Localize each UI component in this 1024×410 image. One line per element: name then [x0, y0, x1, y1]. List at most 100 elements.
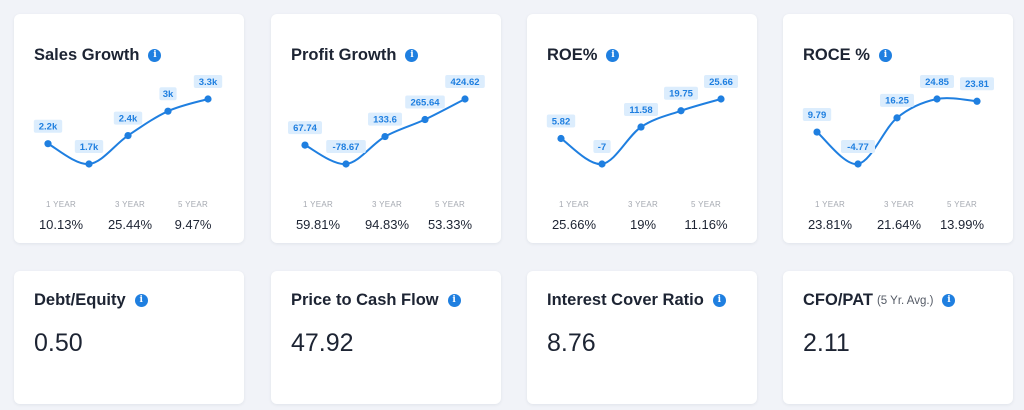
period-label: 1 YEAR: [302, 200, 334, 209]
data-label-background: [593, 140, 611, 153]
data-label: 23.81: [965, 79, 989, 90]
period-label: 3 YEAR: [627, 200, 659, 209]
data-label: 19.75: [669, 89, 693, 100]
data-label: 67.74: [293, 123, 317, 134]
card-title-text: ROCE %: [803, 46, 870, 64]
data-point: [933, 95, 941, 103]
period-1-year: 1 YEAR 10.13%: [31, 200, 91, 232]
period-1-year: 1 YEAR 23.81%: [800, 200, 860, 232]
card-title-text: Sales Growth: [34, 46, 140, 64]
roce-chart: 9.79 -4.77 16.25 24.85 23.81: [802, 75, 994, 168]
card-title: ROE% i: [547, 46, 620, 65]
data-label: 25.66: [709, 77, 733, 88]
stat-value: 8.76: [547, 329, 596, 357]
period-label: 3 YEAR: [114, 200, 146, 209]
period-label: 5 YEAR: [177, 200, 209, 209]
data-label: 5.82: [552, 116, 571, 127]
data-point: [301, 141, 309, 149]
card-title: CFO/PAT (5 Yr. Avg.) i: [803, 291, 956, 310]
interest-cover-ratio-card: Interest Cover Ratio i 8.76: [527, 271, 757, 404]
period-value: 59.81%: [295, 217, 341, 232]
data-label: 133.6: [373, 114, 397, 125]
data-label-background: [288, 121, 322, 135]
card-title-text: Debt/Equity: [34, 291, 126, 309]
data-label: 2.2k: [39, 121, 58, 132]
data-point: [381, 132, 389, 141]
data-label-background: [326, 140, 366, 153]
info-icon[interactable]: i: [134, 294, 148, 307]
period-3-year: 3 YEAR 21.64%: [869, 200, 929, 232]
card-title-text: Price to Cash Flow: [291, 291, 439, 309]
period-label: 5 YEAR: [434, 200, 466, 209]
data-label-background: [704, 75, 738, 88]
period-label: 3 YEAR: [371, 200, 403, 209]
data-label-background: [841, 140, 875, 153]
data-label: 3k: [163, 89, 174, 100]
data-point: [677, 107, 685, 115]
data-label-background: [624, 103, 658, 117]
data-label-background: [920, 75, 954, 88]
card-title-text: CFO/PAT: [803, 291, 873, 309]
data-point: [85, 160, 93, 168]
info-icon[interactable]: i: [942, 294, 956, 307]
card-title: Debt/Equity i: [34, 291, 148, 310]
period-5-year: 5 YEAR 11.16%: [676, 200, 736, 232]
period-5-year: 5 YEAR 13.99%: [932, 200, 992, 232]
data-label-background: [159, 87, 177, 101]
info-icon[interactable]: i: [878, 49, 892, 62]
period-value: 13.99%: [939, 217, 985, 232]
period-value: 11.16%: [684, 217, 728, 232]
info-icon[interactable]: i: [712, 294, 726, 307]
sales-growth-chart: 2.2k 1.7k 2.4k 3k 3.3k: [33, 75, 223, 168]
data-label-background: [405, 95, 445, 109]
card-title-text: Profit Growth: [291, 46, 397, 64]
data-label: -7: [598, 142, 606, 153]
debt-equity-card: Debt/Equity i 0.50: [14, 271, 244, 404]
data-point: [813, 128, 821, 136]
data-label: 16.25: [885, 96, 909, 107]
card-title-text: Interest Cover Ratio: [547, 291, 704, 309]
stat-value: 47.92: [291, 329, 354, 357]
info-icon[interactable]: i: [606, 49, 620, 62]
period-value: 9.47%: [174, 217, 212, 232]
card-title: Sales Growth i: [34, 46, 162, 65]
data-label: 3.3k: [199, 77, 218, 88]
price-to-cash-flow-card: Price to Cash Flow i 47.92: [271, 271, 501, 404]
period-label: 5 YEAR: [690, 200, 722, 209]
card-title: Price to Cash Flow i: [291, 291, 461, 310]
data-point: [598, 160, 606, 168]
period-1-year: 1 YEAR 59.81%: [288, 200, 348, 232]
period-value: 19%: [629, 217, 657, 232]
data-label: -78.67: [333, 142, 360, 153]
period-3-year: 3 YEAR 25.44%: [100, 200, 160, 232]
data-label-background: [445, 75, 485, 88]
period-value: 23.81%: [807, 217, 853, 232]
cfo-pat-card: CFO/PAT (5 Yr. Avg.) i 2.11: [783, 271, 1013, 404]
roce-card: ROCE % i 9.79 -4.77 16.25 24.85 23.81 1 YEAR…: [783, 14, 1013, 243]
data-label-background: [802, 108, 832, 122]
data-point: [637, 123, 645, 131]
period-value: 53.33%: [427, 217, 473, 232]
sales-growth-card: Sales Growth i 2.2k 1.7k 2.4k 3k 3.3k 1 YEAR…: [14, 14, 244, 243]
data-label-background: [113, 111, 143, 125]
data-point: [973, 97, 981, 105]
card-subtitle: (5 Yr. Avg.): [876, 294, 934, 307]
info-icon[interactable]: i: [447, 294, 461, 307]
data-label: 2.4k: [119, 113, 138, 124]
period-label: 1 YEAR: [814, 200, 846, 209]
period-value: 10.13%: [38, 217, 84, 232]
data-point: [854, 160, 862, 168]
info-icon[interactable]: i: [148, 49, 162, 62]
series-line: [47, 98, 209, 166]
data-label: -4.77: [847, 142, 869, 153]
info-icon[interactable]: i: [405, 49, 419, 62]
data-point: [461, 95, 469, 103]
stat-value: 2.11: [803, 329, 850, 357]
data-label: 24.85: [925, 77, 949, 88]
period-3-year: 3 YEAR 94.83%: [357, 200, 417, 232]
series-line: [304, 98, 466, 166]
data-label: 9.79: [808, 110, 827, 121]
period-value: 25.44%: [107, 217, 153, 232]
period-value: 25.66%: [551, 217, 597, 232]
profit-growth-chart: 67.74 -78.67 133.6 265.64 424.62: [288, 75, 485, 168]
